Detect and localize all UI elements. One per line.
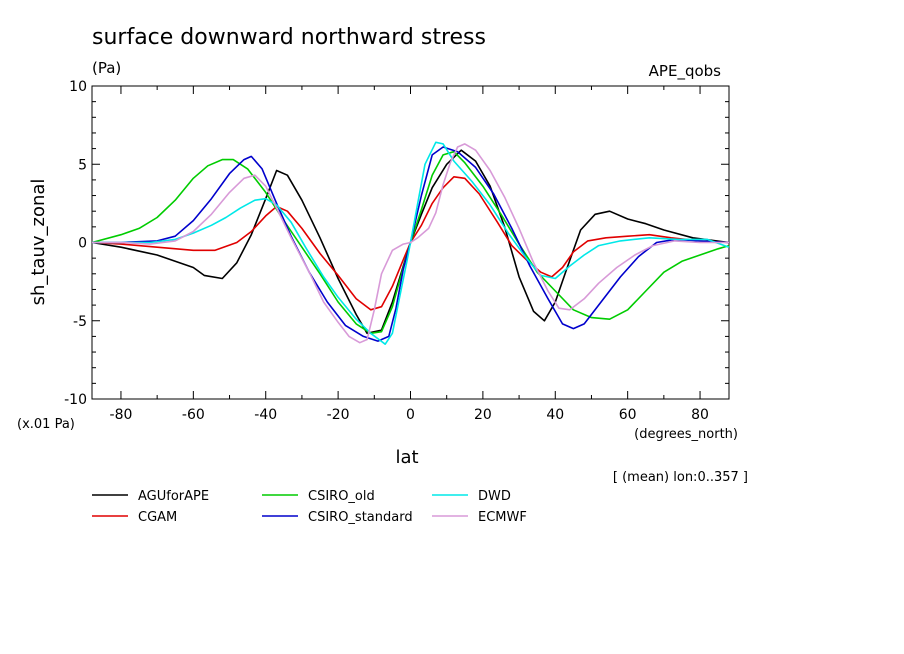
y-tick-label: -10 (64, 392, 87, 408)
x-tick-label: 60 (619, 407, 637, 423)
x-tick-label: 20 (474, 407, 492, 423)
plot-area: -80 -60 -40 -20 0 20 40 60 80 -10 -5 0 5 10 (64, 79, 730, 423)
x-tick-label: -20 (327, 407, 350, 423)
x-units-label: (degrees_north) (634, 427, 738, 442)
x-tick-label: 0 (406, 407, 415, 423)
legend-label: CSIRO_old (308, 489, 375, 504)
x-axis-label: lat (395, 447, 418, 468)
chart-title: surface downward northward stress (92, 25, 486, 50)
y-tick-label: 10 (69, 79, 87, 95)
chart-units: (Pa) (92, 59, 121, 77)
y-tick-label: 0 (78, 236, 87, 252)
series-line-ecmwf (92, 143, 729, 344)
legend-label: AGUforAPE (138, 489, 209, 504)
y-tick-label: -5 (73, 314, 87, 330)
x-tick-label: -40 (254, 407, 277, 423)
series-line-csiro-standard (92, 146, 730, 342)
y-tick-label: 5 (78, 157, 87, 173)
y-scale-note: (x.01 Pa) (17, 417, 75, 432)
footnote: [ (mean) lon:0..357 ] (613, 470, 748, 485)
legend-label: CSIRO_standard (308, 510, 413, 525)
legend-label: CGAM (138, 510, 177, 525)
x-tick-label: -60 (182, 407, 205, 423)
x-tick-label: 40 (546, 407, 564, 423)
legend-label: DWD (478, 489, 511, 504)
y-axis-label: sh_tauv_zonal (28, 179, 49, 306)
x-tick-label: 80 (691, 407, 709, 423)
series-line-dwd (92, 141, 730, 345)
series-line-cgam (91, 176, 730, 311)
legend: AGUforAPE CGAM CSIRO_old CSIRO_standard DWD E… (92, 489, 527, 525)
experiment-label: APE_qobs (649, 62, 722, 81)
legend-label: ECMWF (478, 510, 527, 525)
x-tick-label: -80 (110, 407, 133, 423)
